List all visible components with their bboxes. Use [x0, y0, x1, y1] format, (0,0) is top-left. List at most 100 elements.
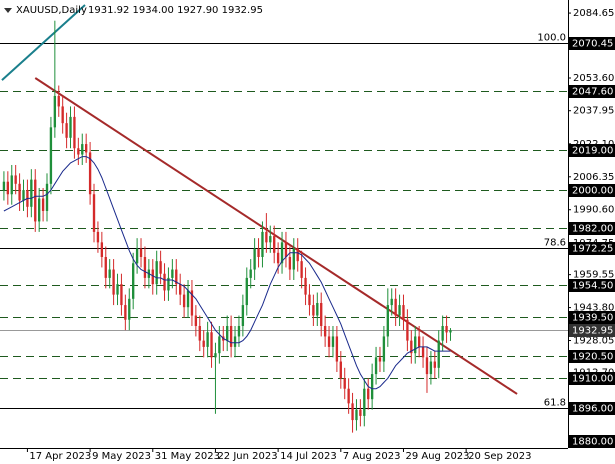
candle-body	[229, 325, 233, 347]
y-tick-label: 2053.60	[573, 73, 614, 84]
trendline	[1, 4, 86, 81]
candle-body	[69, 116, 72, 138]
candle-body	[22, 190, 25, 201]
candle-body	[182, 294, 186, 308]
level-label: 2019.00	[572, 146, 613, 157]
candle-body	[429, 361, 433, 375]
x-tick-label: 7 Aug 2023	[343, 451, 401, 462]
moving-average	[3, 156, 451, 390]
level-label: 1920.50	[572, 352, 613, 363]
x-tick-label: 20 Sep 2023	[468, 451, 531, 462]
x-tick-label: 9 May 2023	[92, 451, 151, 462]
candle-body	[120, 284, 123, 306]
candle-body	[18, 183, 21, 201]
candle-body	[308, 294, 311, 306]
candle-body	[276, 252, 280, 264]
candle-body	[241, 305, 245, 326]
level-box	[569, 402, 615, 415]
candle-body	[327, 336, 331, 347]
candle-body	[167, 277, 170, 291]
candle-body	[45, 183, 49, 211]
level-box	[569, 279, 615, 292]
level-label: 1972.25	[572, 244, 613, 255]
candle-body	[410, 340, 413, 354]
fib-label: 78.6	[544, 238, 566, 249]
x-tick-label: 29 Aug 2023	[405, 451, 469, 462]
candle-body	[30, 179, 33, 207]
candle-body	[128, 298, 131, 320]
candle-body	[402, 305, 405, 320]
candle-body	[347, 388, 350, 404]
candle-body	[202, 340, 205, 347]
candle-body	[245, 277, 248, 306]
candle-body	[81, 144, 84, 155]
candle-body	[398, 305, 401, 316]
level-label: 2000.00	[572, 186, 613, 197]
candle-body	[390, 298, 393, 306]
candle-body	[253, 248, 256, 270]
candle-body	[49, 127, 53, 184]
candle-body	[339, 361, 342, 379]
level-box	[569, 37, 615, 50]
candle-body	[14, 175, 17, 184]
candle-body	[135, 248, 139, 264]
candle-body	[124, 305, 127, 320]
candle-body	[288, 256, 292, 270]
candle-body	[237, 325, 241, 337]
level-label: 1954.50	[572, 281, 613, 292]
candle-body	[312, 305, 315, 316]
candle-body	[261, 231, 264, 257]
candle-body	[116, 284, 119, 295]
candle-body	[273, 236, 276, 253]
candle-body	[88, 152, 92, 195]
level-label: 1932.95	[572, 326, 613, 337]
candle-body	[175, 269, 178, 285]
candle-body	[441, 325, 444, 341]
candle-body	[139, 248, 143, 257]
candle-body	[233, 336, 237, 347]
candle-body	[100, 242, 104, 257]
candle-body	[249, 269, 252, 278]
candle-body	[198, 325, 201, 341]
candle-body	[359, 409, 362, 416]
plot-area: 100.0 78.6 61.8	[0, 4, 568, 433]
candle-body	[171, 269, 174, 278]
candle-body	[351, 403, 354, 421]
candle-body	[96, 231, 100, 243]
level-label: 1939.50	[572, 313, 613, 324]
candle-body	[218, 336, 221, 354]
candle-body	[108, 269, 111, 278]
candle-body	[343, 378, 346, 389]
candle-body	[37, 198, 41, 222]
candle-body	[421, 346, 425, 358]
x-tick-label: 31 May 2023	[155, 451, 220, 462]
candle-body	[2, 181, 6, 191]
candle-body	[417, 336, 421, 347]
candle-body	[320, 302, 323, 326]
candle-body	[292, 248, 295, 270]
level-label: 1896.00	[572, 404, 613, 415]
level-box	[569, 324, 615, 337]
candle-body	[296, 248, 299, 262]
candle-body	[394, 298, 397, 316]
candle-body	[280, 242, 284, 264]
candle-body	[335, 336, 339, 362]
candle-body	[194, 315, 198, 326]
candle-body	[155, 261, 158, 285]
candle-body	[190, 290, 194, 316]
collapse-icon[interactable]	[4, 8, 12, 13]
y-tick-label: 1943.80	[573, 303, 614, 314]
level-box	[569, 350, 615, 363]
candle-body	[159, 261, 162, 274]
candle-body	[57, 95, 60, 107]
candle-body	[257, 248, 260, 257]
y-tick-label: 2084.65	[573, 8, 614, 19]
level-box	[569, 372, 615, 385]
candle-body	[34, 179, 37, 222]
candle-body	[414, 336, 417, 354]
candle-body	[382, 336, 386, 362]
candle-body	[92, 194, 96, 232]
candle-body	[265, 231, 268, 243]
